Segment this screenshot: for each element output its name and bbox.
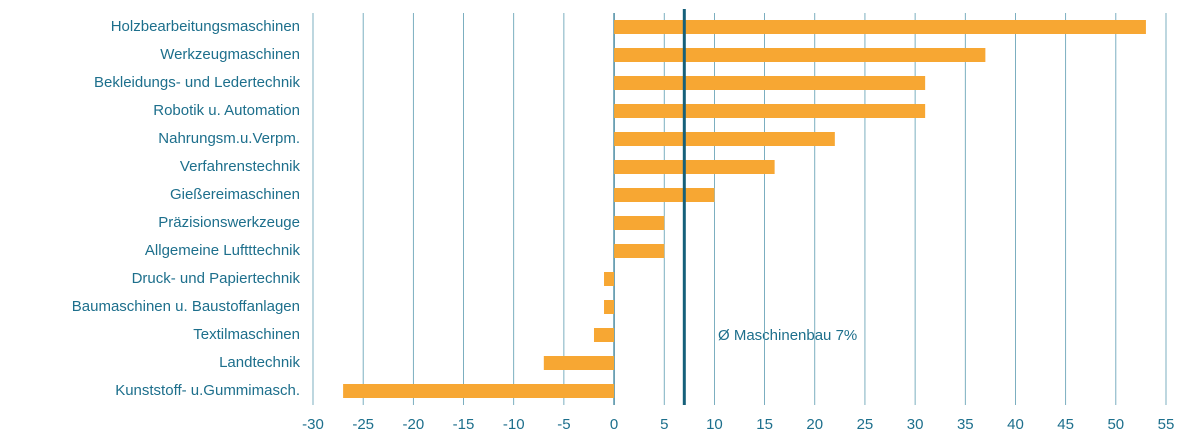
x-tick-label: -15 [453,416,475,433]
y-tick-label: Baumaschinen u. Baustoffanlagen [72,298,300,315]
bar [614,20,1146,34]
bar [604,272,615,286]
bar [543,356,615,370]
x-tick-label: -10 [503,416,525,433]
x-tick-label: 5 [660,416,668,433]
y-tick-label: Robotik u. Automation [153,102,300,119]
bar [614,132,835,146]
x-tick-label: 55 [1158,416,1175,433]
x-tick-label: -30 [302,416,324,433]
y-tick-label: Textilmaschinen [193,326,300,343]
y-tick-label: Bekleidungs- und Ledertechnik [94,74,300,91]
y-tick-label: Druck- und Papiertechnik [132,270,301,287]
bar [604,300,615,314]
bar [614,160,775,174]
y-tick-label: Werkzeugmaschinen [160,46,300,63]
bar [614,188,715,202]
x-tick-label: -25 [352,416,374,433]
bar [614,216,665,230]
x-tick-label: -20 [403,416,425,433]
bar [593,328,615,342]
y-tick-label: Präzisionswerkzeuge [158,214,300,231]
bar [614,48,986,62]
x-tick-label: 40 [1007,416,1024,433]
y-tick-label: Landtechnik [219,354,300,371]
x-tick-label: 25 [857,416,874,433]
bar [343,384,615,398]
x-tick-label: 0 [610,416,618,433]
y-tick-label: Kunststoff- u.Gummimasch. [115,382,300,399]
annotation: Ø Maschinenbau 7% [718,327,857,344]
x-tick-label: 35 [957,416,974,433]
bar [614,76,926,90]
y-tick-label: Holzbearbeitungsmaschinen [111,18,300,35]
x-tick-label: 30 [907,416,924,433]
y-tick-label: Nahrungsm.u.Verpm. [158,130,300,147]
x-tick-label: 50 [1107,416,1124,433]
y-tick-label: Allgemeine Luftttechnik [145,242,301,259]
x-tick-label: 20 [806,416,823,433]
bar [614,244,665,258]
bar [614,104,926,118]
x-tick-label: 45 [1057,416,1074,433]
x-tick-label: 10 [706,416,723,433]
y-tick-label: Gießereimaschinen [170,186,300,203]
x-tick-label: -5 [557,416,570,433]
x-tick-label: 15 [756,416,773,433]
y-tick-label: Verfahrenstechnik [180,158,301,175]
